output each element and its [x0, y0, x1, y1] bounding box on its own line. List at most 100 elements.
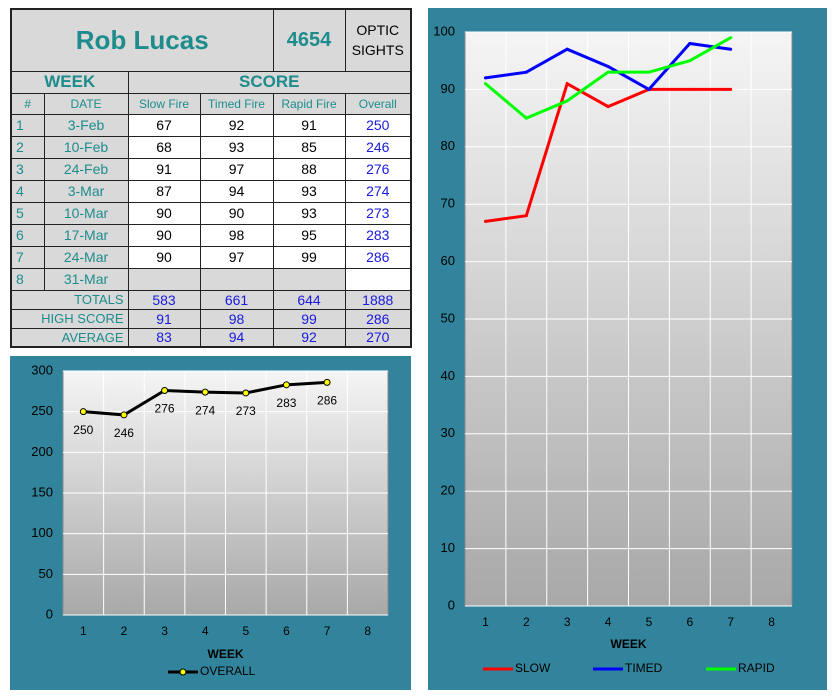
table-cell: 67	[127, 113, 201, 137]
summary-value: 94	[199, 327, 274, 348]
data-point	[524, 214, 528, 218]
y-tick-label: 40	[441, 368, 455, 383]
y-tick-label: 60	[441, 253, 455, 268]
data-point	[688, 87, 692, 91]
table-cell: 1	[10, 113, 45, 137]
y-tick-label: 20	[441, 483, 455, 498]
data-point	[565, 47, 569, 51]
table-cell: 3-Mar	[43, 179, 129, 203]
score-table: Rob Lucas 4654 OPTIC SIGHTS WEEK SCORE # DATE S…	[10, 8, 412, 348]
table-cell: 95	[272, 223, 346, 247]
table-cell: 273	[344, 201, 412, 225]
data-point	[79, 408, 87, 416]
table-cell: 24-Mar	[43, 245, 129, 269]
data-point	[606, 105, 610, 109]
column-header: DATE	[43, 92, 129, 115]
x-tick-label: 8	[768, 615, 775, 629]
table-cell: 90	[199, 201, 274, 225]
y-tick-label: 100	[433, 23, 455, 38]
y-tick-label: 70	[441, 196, 455, 211]
x-tick-label: 3	[564, 615, 571, 629]
y-tick-label: 90	[441, 81, 455, 96]
x-axis-label: WEEK	[611, 637, 647, 651]
table-cell: 246	[344, 135, 412, 159]
table-cell: 88	[272, 157, 346, 181]
x-tick-label: 7	[727, 615, 734, 629]
x-tick-label: 4	[202, 624, 209, 638]
data-point	[323, 378, 331, 386]
x-tick-label: 5	[646, 615, 653, 629]
table-cell: 91	[272, 113, 346, 137]
table-cell: 68	[127, 135, 201, 159]
table-cell: 8	[10, 267, 45, 291]
data-point	[647, 87, 651, 91]
summary-value: 91	[127, 308, 201, 329]
data-point	[606, 70, 610, 74]
table-cell: 5	[10, 201, 45, 225]
table-cell: 91	[127, 157, 201, 181]
data-label: 286	[317, 394, 337, 408]
data-label: 276	[155, 402, 175, 416]
y-tick-label: 30	[441, 425, 455, 440]
data-point	[524, 70, 528, 74]
table-cell: 10-Feb	[43, 135, 129, 159]
data-label: 273	[236, 404, 256, 418]
summary-value: 286	[344, 308, 412, 329]
data-point	[524, 116, 528, 120]
data-point	[729, 36, 733, 40]
legend-label: OVERALL	[200, 664, 256, 678]
data-point	[606, 64, 610, 68]
table-cell: 276	[344, 157, 412, 181]
table-cell: 97	[199, 245, 274, 269]
legend-label: RAPID	[738, 661, 775, 675]
table-cell: 90	[127, 245, 201, 269]
empty-cell	[272, 267, 346, 291]
data-point	[647, 70, 651, 74]
x-axis-label: WEEK	[208, 647, 244, 661]
x-tick-label: 7	[324, 624, 331, 638]
summary-value: 583	[127, 289, 201, 310]
x-tick-label: 1	[80, 624, 87, 638]
x-tick-label: 2	[523, 615, 530, 629]
y-tick-label: 200	[31, 444, 53, 459]
y-tick-label: 50	[39, 566, 53, 581]
table-cell: 283	[344, 223, 412, 247]
y-tick-label: 300	[31, 362, 53, 377]
table-cell: 17-Mar	[43, 223, 129, 247]
data-label: 250	[73, 423, 93, 437]
group-header: WEEK	[10, 70, 129, 94]
data-point	[282, 381, 290, 389]
shooter-id: 4654	[272, 8, 346, 72]
y-tick-label: 250	[31, 403, 53, 418]
column-header: #	[10, 92, 45, 115]
table-cell: 7	[10, 245, 45, 269]
x-tick-label: 4	[605, 615, 612, 629]
y-tick-label: 0	[448, 597, 455, 612]
data-point	[729, 47, 733, 51]
y-tick-label: 80	[441, 138, 455, 153]
legend-marker	[179, 668, 187, 676]
summary-value: 270	[344, 327, 412, 348]
data-point	[201, 388, 209, 396]
data-point	[565, 99, 569, 103]
summary-label: HIGH SCORE	[10, 308, 129, 329]
table-cell: 6	[10, 223, 45, 247]
data-point	[483, 76, 487, 80]
y-tick-label: 10	[441, 540, 455, 555]
legend-label: SLOW	[515, 661, 551, 675]
x-tick-label: 8	[364, 624, 371, 638]
x-tick-label: 2	[121, 624, 128, 638]
summary-value: 92	[272, 327, 346, 348]
x-tick-label: 3	[161, 624, 168, 638]
data-label: 246	[114, 426, 134, 440]
y-tick-label: 50	[441, 310, 455, 325]
table-cell: 3-Feb	[43, 113, 129, 137]
table-cell: 94	[199, 179, 274, 203]
y-tick-label: 0	[46, 606, 53, 621]
table-cell: 4	[10, 179, 45, 203]
table-cell: 286	[344, 245, 412, 269]
data-point	[483, 82, 487, 86]
data-point	[120, 411, 128, 419]
